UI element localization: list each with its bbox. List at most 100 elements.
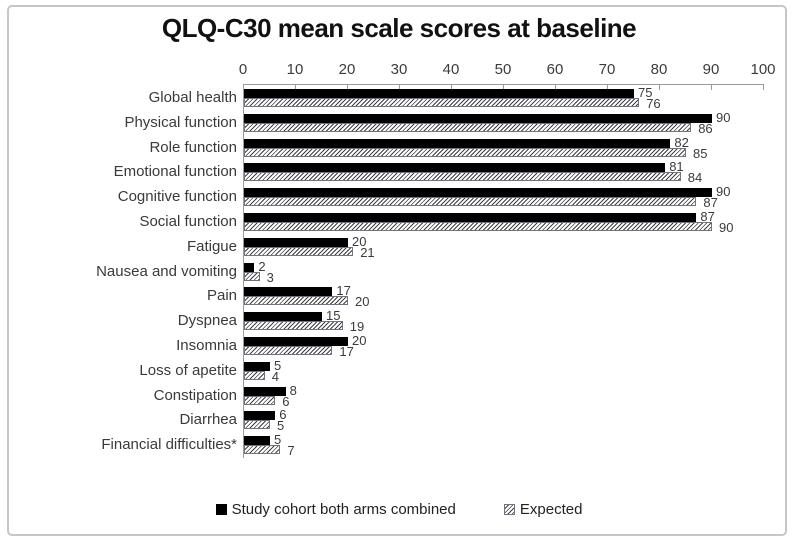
x-tick-mark [607,84,608,90]
x-tick-label: 70 [598,61,616,78]
expected-bar [244,346,333,355]
expected-bar [244,222,712,231]
study-value-label: 82 [674,134,689,150]
study-value-label: 15 [326,308,341,324]
chart-title: QLQ-C30 mean scale scores at baseline [161,13,637,43]
expected-value-label: 5 [277,418,285,434]
x-tick-mark [295,84,296,90]
x-tick-label: 30 [390,61,408,78]
expected-bar [244,98,640,107]
expected-bar [244,420,270,430]
legend-swatch-study-icon [215,503,227,515]
expected-bar [244,370,265,380]
x-tick-mark [399,84,400,90]
x-tick-label: 90 [702,61,720,78]
x-tick-label: 50 [494,61,512,78]
category-label: Financial difficulties* [101,436,237,454]
x-tick-mark [659,84,660,90]
expected-value-label: 19 [349,319,365,335]
expected-value-label: 7 [287,443,295,459]
category-label: Cognitive function [117,188,237,206]
x-tick-mark [347,84,348,90]
study-bar [244,361,270,371]
category-label: Global health [148,89,237,106]
study-value-label: 75 [638,85,653,100]
x-tick-label: 60 [546,61,564,78]
expected-bar [244,296,348,306]
expected-value-label: 20 [355,294,370,310]
category-label: Role function [149,138,237,156]
category-label: Loss of apetite [139,361,237,379]
study-bar [244,262,255,272]
expected-bar [244,445,281,455]
expected-value-label: 76 [646,96,661,111]
expected-bar [244,271,260,281]
legend-label-study: Study cohort both arms combined [231,500,456,518]
legend-swatch-expected-icon [503,503,515,515]
expected-value-label: 85 [693,145,708,161]
study-bar [244,237,348,247]
study-bar [244,188,712,198]
x-tick-label: 40 [442,61,460,78]
expected-bar [244,122,692,132]
expected-value-label: 17 [339,344,354,359]
study-bar [244,386,286,396]
study-bar [244,337,348,346]
category-label: Pain [206,287,237,305]
x-tick-mark [763,84,764,90]
study-bar [244,113,712,123]
expected-bar [244,395,276,405]
study-value-label: 81 [669,159,684,175]
legend-item-expected: Expected [503,500,583,518]
x-tick-mark [503,84,504,90]
legend: Study cohort both arms combined Expected [0,498,798,520]
expected-bar [244,172,681,182]
category-label: Insomnia [176,337,237,354]
expected-value-label: 6 [282,393,290,409]
study-value-label: 20 [352,233,367,249]
study-value-label: 6 [279,407,287,423]
x-tick-mark [555,84,556,90]
expected-value-label: 21 [360,244,375,260]
study-value-label: 87 [700,209,715,224]
x-tick-label: 10 [286,61,304,78]
x-tick-label: 20 [338,61,356,78]
expected-bar [244,147,686,157]
study-value-label: 90 [716,184,731,200]
study-bar [244,411,276,421]
study-value-label: 20 [352,333,367,348]
legend-label-expected: Expected [519,500,583,518]
legend-item-study: Study cohort both arms combined [215,500,456,518]
study-bar [244,436,270,446]
category-label: Fatigue [186,237,237,255]
study-value-label: 8 [289,382,297,398]
category-label: Diarrhea [179,411,237,429]
expected-value-label: 87 [703,195,718,211]
category-label: Constipation [153,386,237,404]
expected-value-label: 86 [698,120,713,136]
study-bar [244,213,697,222]
study-value-label: 90 [716,109,731,125]
expected-value-label: 90 [719,220,734,235]
study-value-label: 5 [274,357,282,373]
category-label: Nausea and vomiting [96,262,237,280]
study-bar [244,89,634,98]
expected-bar [244,246,354,256]
x-tick-label: 100 [750,61,776,78]
expected-value-label: 4 [271,368,280,384]
study-bar [244,312,322,322]
study-bar [244,287,333,297]
study-bar [244,163,666,173]
study-value-label: 17 [336,283,351,299]
category-label: Dyspnea [177,312,237,330]
x-tick-label: 0 [238,61,248,78]
x-tick-mark [451,84,452,90]
study-value-label: 2 [258,258,266,274]
x-tick-mark [243,84,244,90]
expected-bar [244,321,343,331]
category-label: Social function [139,213,237,230]
category-axis-line [243,84,244,458]
x-tick-label: 80 [650,61,668,78]
expected-value-label: 84 [687,170,703,186]
